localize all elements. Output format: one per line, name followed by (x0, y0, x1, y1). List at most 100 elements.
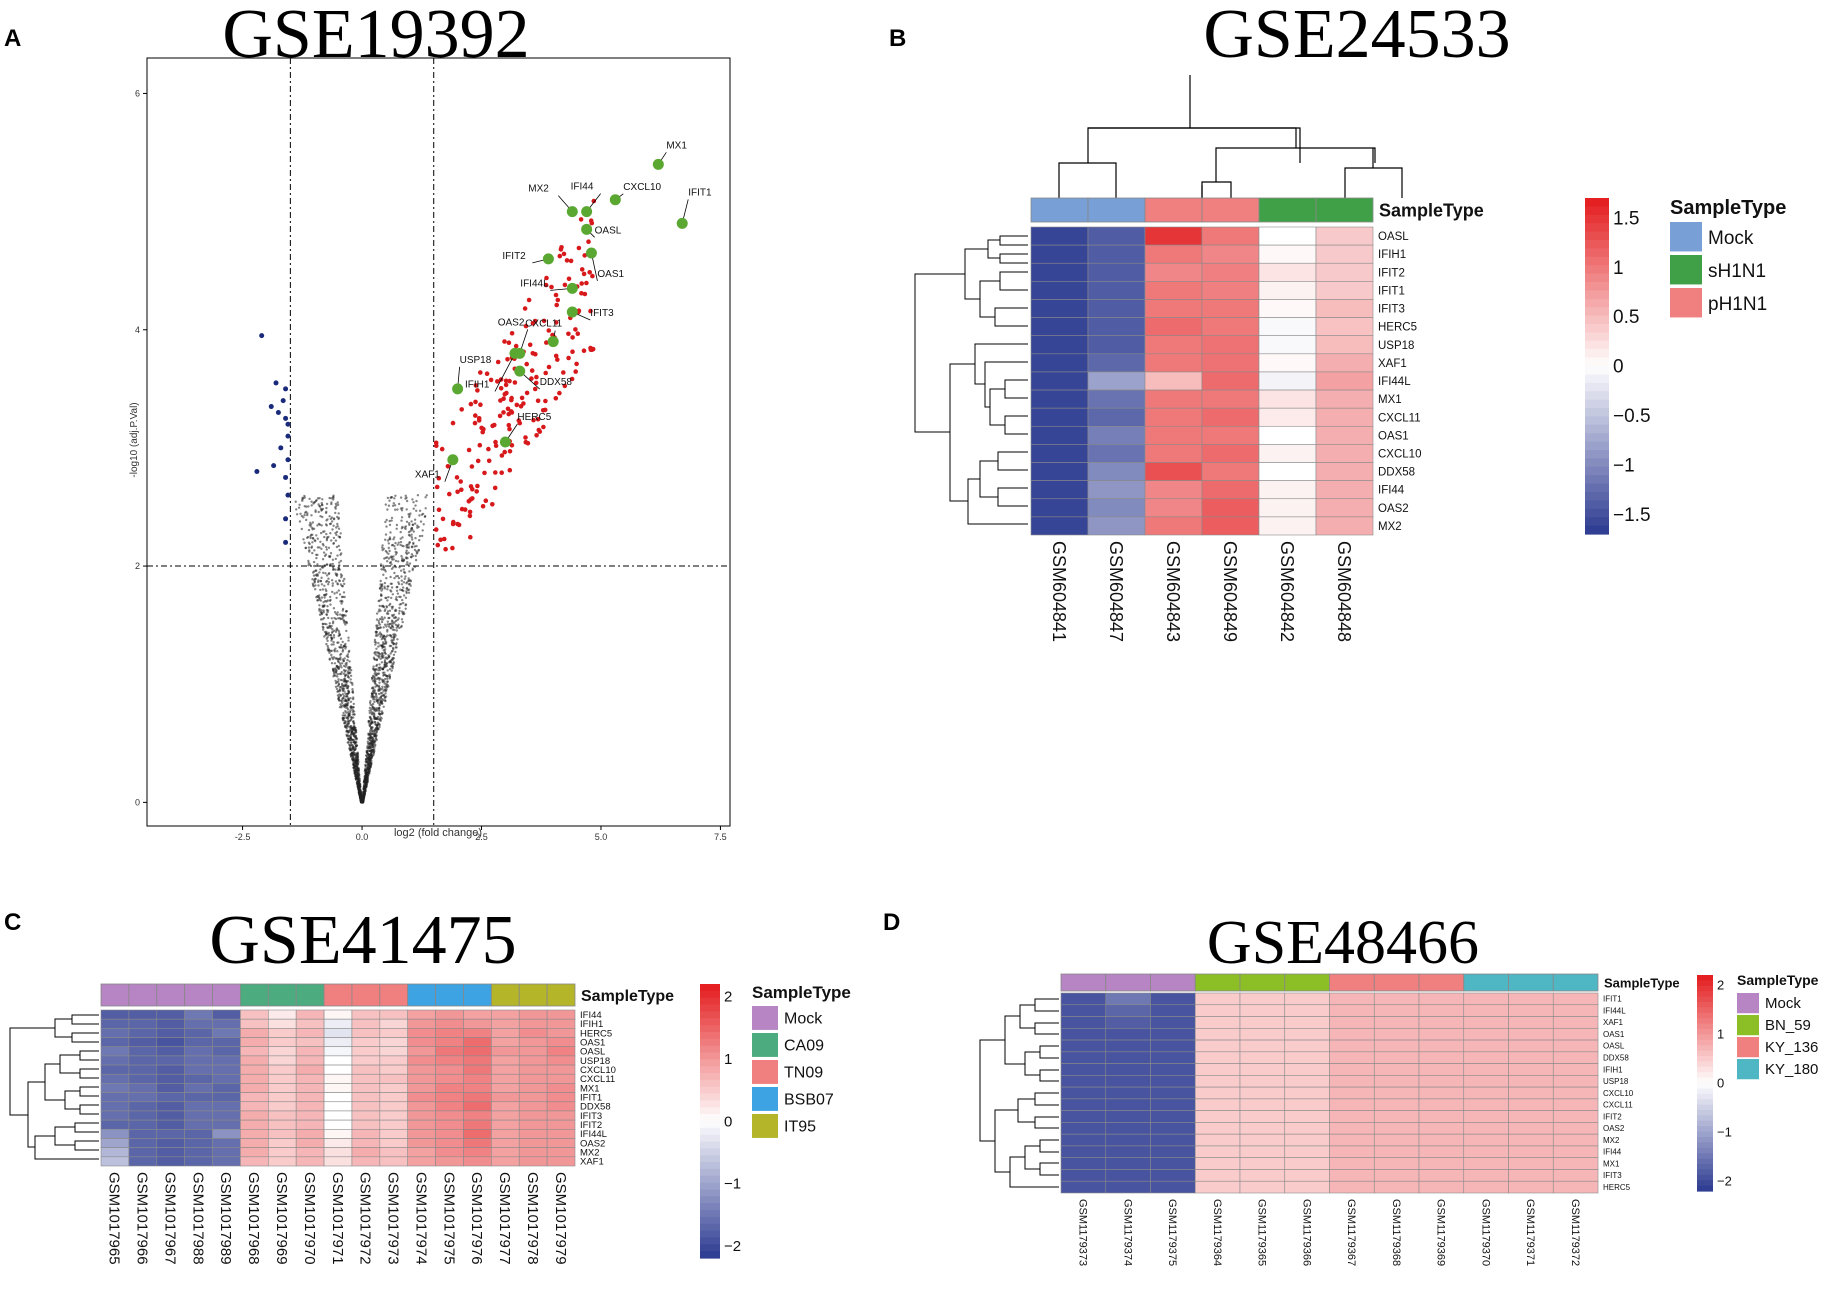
color-scale-step (1585, 273, 1609, 283)
ns-point (400, 610, 404, 613)
row-dendrogram-branch (27, 1081, 45, 1148)
legend-label: pH1N1 (1708, 294, 1767, 315)
ns-point (332, 536, 336, 540)
heatmap-cell (1552, 1098, 1599, 1111)
ns-point (388, 561, 392, 565)
ns-point (337, 660, 340, 663)
ns-point (397, 623, 400, 626)
ns-point (380, 644, 384, 648)
ns-point (331, 669, 335, 672)
heatmap-cell (491, 1119, 520, 1130)
annotation-cell (184, 983, 213, 1007)
sample-label: GSM1017975 (440, 1172, 457, 1265)
annotation-cell (128, 983, 158, 1007)
sample-label: GSM1017989 (217, 1172, 234, 1265)
heatmap-cell (546, 1128, 576, 1139)
heatmap-cell (1418, 1169, 1465, 1182)
row-dendrogram-branch (1019, 1004, 1035, 1029)
heatmap-cell (1144, 462, 1203, 481)
ns-point (378, 725, 381, 729)
annotation-bar-label: SampleType (1379, 201, 1484, 221)
ns-point (419, 520, 423, 523)
ns-point (318, 504, 321, 508)
heatmap-cell (491, 1037, 520, 1048)
heatmap-cell (1373, 1180, 1420, 1194)
ns-point (394, 541, 397, 545)
heatmap-cell (1194, 1075, 1241, 1088)
ns-point (337, 680, 340, 683)
ns-point (405, 563, 408, 566)
ns-point (397, 612, 401, 615)
up-point (478, 402, 483, 408)
heatmap-cell (1552, 1051, 1599, 1064)
ns-point (317, 584, 320, 587)
ns-point (373, 728, 377, 731)
ns-point (381, 702, 384, 705)
heatmap-cell (435, 1055, 464, 1066)
up-point (502, 449, 508, 455)
ns-point (413, 548, 417, 552)
ns-point (387, 595, 390, 599)
ns-point (405, 520, 409, 523)
color-scale-step (700, 1155, 720, 1163)
row-dendrogram-branch (1034, 1022, 1059, 1035)
ns-point (323, 530, 326, 533)
ns-point (370, 713, 373, 716)
heatmap-cell (518, 1009, 548, 1020)
heatmap-cell (1315, 226, 1374, 246)
gene-label: OAS2 (1603, 1124, 1625, 1133)
annotation-cell (1508, 973, 1554, 992)
ns-point (321, 618, 324, 621)
heatmap-cell (351, 1009, 381, 1020)
ns-point (295, 508, 298, 511)
color-scale-tick-label: −2 (1717, 1174, 1732, 1189)
row-dendrogram-branch (54, 1126, 75, 1146)
ns-point (339, 652, 343, 656)
color-scale-step (1697, 1153, 1713, 1160)
heatmap-cell (546, 1092, 576, 1103)
ns-point (365, 750, 368, 753)
ns-point (336, 675, 339, 678)
heatmap-cell (1373, 1016, 1420, 1029)
heatmap-cell (1194, 1063, 1241, 1076)
ns-point (418, 509, 422, 512)
annotation-cell (351, 983, 381, 1007)
heatmap-cell (1105, 1133, 1151, 1147)
ns-point (400, 579, 403, 582)
down-point (275, 409, 281, 415)
ns-point (359, 796, 362, 800)
ns-point (326, 605, 329, 608)
ns-point (294, 500, 297, 503)
ns-point (325, 519, 328, 522)
ns-point (380, 620, 384, 624)
up-point (474, 489, 480, 494)
ns-point (352, 720, 355, 723)
heatmap-cell (156, 1037, 185, 1048)
ns-point (325, 548, 328, 551)
row-dendrogram-branch (989, 388, 1005, 426)
up-point (506, 340, 512, 346)
ns-point (331, 628, 334, 631)
ns-point (339, 553, 342, 556)
down-point (285, 421, 291, 427)
gene-label: CXCL10 (1603, 1089, 1634, 1098)
heatmap-cell (1284, 1180, 1330, 1194)
sample-label: GSM604841 (1049, 541, 1069, 642)
ns-point (308, 550, 311, 553)
ns-point (330, 617, 333, 620)
heatmap-cell (1239, 1180, 1286, 1194)
heatmap-cell (128, 1101, 158, 1112)
heatmap-cell (1373, 1110, 1420, 1123)
gene-label: MX2 (1603, 1136, 1620, 1145)
ns-point (375, 726, 378, 730)
heatmap-cell (184, 1110, 213, 1121)
row-dendrogram-branch (997, 487, 1028, 507)
color-scale-step (1697, 1072, 1713, 1079)
ns-point (320, 609, 323, 612)
sample-annotation-bar (100, 983, 576, 1007)
heatmap-cell (518, 1156, 548, 1167)
heatmap-cell (1030, 353, 1089, 373)
heatmap-cells (1060, 992, 1599, 1194)
color-scale-step (1585, 206, 1609, 216)
